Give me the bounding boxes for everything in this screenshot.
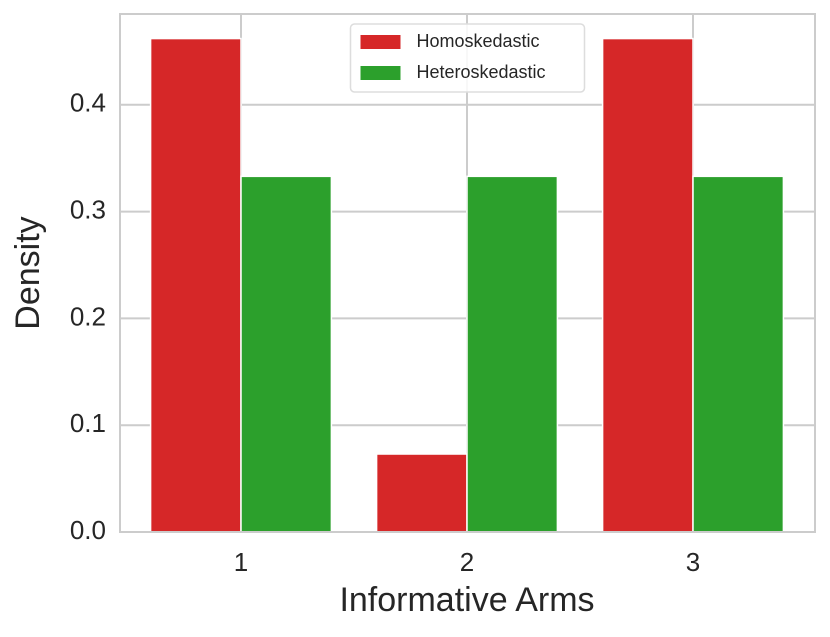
legend-label: Homoskedastic (417, 31, 540, 51)
legend-swatch (360, 35, 401, 49)
y-tick-label: 0.3 (70, 194, 106, 224)
x-tick-label: 3 (686, 547, 700, 577)
x-axis-label: Informative Arms (339, 581, 594, 619)
legend-label: Heteroskedastic (417, 62, 546, 82)
y-tick-label: 0.0 (70, 515, 106, 545)
legend-swatch (360, 66, 401, 80)
bar (240, 175, 333, 533)
y-axis-label: Density (9, 216, 47, 329)
bar (692, 175, 785, 533)
x-tick-label: 1 (234, 547, 248, 577)
bar (601, 37, 694, 533)
y-tick-label: 0.4 (70, 88, 106, 118)
x-tick-label: 2 (460, 547, 474, 577)
bar (149, 37, 242, 533)
y-tick-label: 0.2 (70, 301, 106, 331)
legend-box (349, 23, 586, 93)
y-tick-label: 0.1 (70, 408, 106, 438)
plot-frame (119, 13, 816, 533)
bar (375, 453, 468, 533)
bar (466, 175, 559, 533)
